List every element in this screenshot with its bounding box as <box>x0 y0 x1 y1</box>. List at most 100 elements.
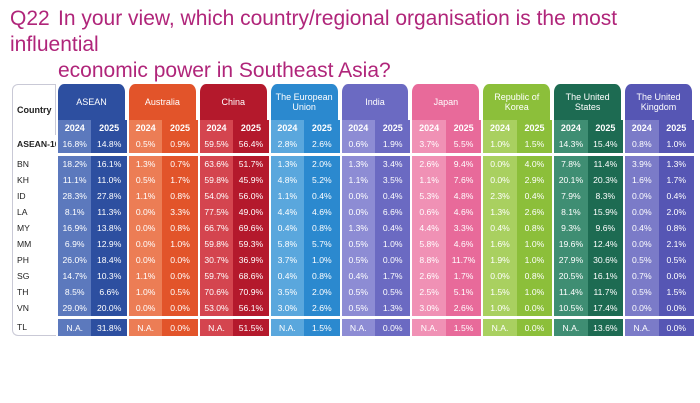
cell-th-the-united-states-2025: 11.7% <box>587 284 624 300</box>
cell-asean-10-republic-of-korea-2025: 1.5% <box>516 135 553 153</box>
row-label-bn: BN <box>12 156 56 172</box>
year-header-china-2025: 2025 <box>233 120 269 135</box>
cell-ph-the-european-union-2024: 3.7% <box>268 252 305 268</box>
cell-sg-india-2025: 1.7% <box>374 268 411 284</box>
cell-la-china-2024: 77.5% <box>197 204 234 220</box>
cell-sg-asean-2024: 14.7% <box>56 268 92 284</box>
year-header-the-united-kingdom-2025: 2025 <box>658 120 694 135</box>
cell-id-the-united-states-2024: 7.9% <box>552 188 588 204</box>
cell-sg-republic-of-korea-2024: 0.0% <box>481 268 517 284</box>
cell-id-republic-of-korea-2024: 2.3% <box>481 188 517 204</box>
cell-th-china-2025: 70.9% <box>233 284 269 300</box>
cell-th-republic-of-korea-2025: 1.0% <box>516 284 553 300</box>
table-row: PH 26.0% 18.4% 0.0% 0.0% 30.7% 36.9% 3.7% 1.0% 0.… <box>12 252 694 268</box>
group-header-republic-of-korea: Republic of Korea <box>481 84 553 120</box>
cell-mm-the-european-union-2025: 5.7% <box>304 236 340 252</box>
cell-kh-the-european-union-2024: 4.8% <box>268 172 305 188</box>
table-row: BN 18.2% 16.1% 1.3% 0.7% 63.6% 51.7% 1.3% 2.0% 1.… <box>12 156 694 172</box>
cell-my-republic-of-korea-2024: 0.4% <box>481 220 517 236</box>
cell-tl-japan-2025: 1.5% <box>445 319 482 336</box>
cell-th-asean-2025: 6.6% <box>91 284 127 300</box>
cell-bn-asean-2025: 16.1% <box>91 156 127 172</box>
cell-vn-japan-2024: 3.0% <box>410 300 446 316</box>
cell-th-the-european-union-2025: 2.0% <box>304 284 340 300</box>
table-row: VN 29.0% 20.0% 0.0% 0.0% 53.0% 56.1% 3.0% 2.6% 0.… <box>12 300 694 316</box>
row-label-my: MY <box>12 220 56 236</box>
cell-bn-republic-of-korea-2024: 0.0% <box>481 156 517 172</box>
year-header-the-united-kingdom-2024: 2024 <box>623 120 659 135</box>
cell-sg-the-united-kingdom-2025: 0.0% <box>658 268 694 284</box>
cell-mm-the-european-union-2024: 5.8% <box>268 236 305 252</box>
cell-th-the-united-kingdom-2025: 1.5% <box>658 284 694 300</box>
cell-mm-the-united-kingdom-2025: 2.1% <box>658 236 694 252</box>
cell-bn-japan-2024: 2.6% <box>410 156 446 172</box>
cell-th-the-united-states-2024: 11.4% <box>552 284 588 300</box>
cell-la-japan-2024: 0.6% <box>410 204 446 220</box>
year-header-the-united-states-2024: 2024 <box>552 120 588 135</box>
year-header-asean-2024: 2024 <box>56 120 92 135</box>
cell-bn-the-european-union-2025: 2.0% <box>304 156 340 172</box>
table-row: MM 6.9% 12.9% 0.0% 1.0% 59.8% 59.3% 5.8% 5.7% 0.5… <box>12 236 694 252</box>
cell-asean-10-india-2024: 0.6% <box>339 135 375 153</box>
table-row: ID 28.3% 27.8% 1.1% 0.8% 54.0% 56.0% 1.1% 0.4% 0.… <box>12 188 694 204</box>
table-row: LA 8.1% 11.3% 0.0% 3.3% 77.5% 49.0% 4.4% 4.6% 0.0… <box>12 204 694 220</box>
cell-asean-10-the-united-kingdom-2025: 1.0% <box>658 135 694 153</box>
cell-bn-asean-2024: 18.2% <box>56 156 92 172</box>
row-label-la: LA <box>12 204 56 220</box>
cell-vn-australia-2025: 0.0% <box>162 300 198 316</box>
cell-sg-japan-2024: 2.6% <box>410 268 446 284</box>
cell-th-japan-2024: 2.5% <box>410 284 446 300</box>
cell-th-asean-2024: 8.5% <box>56 284 92 300</box>
cell-kh-asean-2024: 11.1% <box>56 172 92 188</box>
results-table: Country ASEAN Australia China The European U… <box>12 84 694 336</box>
row-label-kh: KH <box>12 172 56 188</box>
cell-ph-china-2024: 30.7% <box>197 252 234 268</box>
cell-vn-the-united-states-2024: 10.5% <box>552 300 588 316</box>
cell-tl-asean-2025: 31.8% <box>91 319 127 336</box>
year-header-the-european-union-2025: 2025 <box>304 120 340 135</box>
cell-th-australia-2025: 0.5% <box>162 284 198 300</box>
year-header-republic-of-korea-2025: 2025 <box>516 120 553 135</box>
cell-asean-10-china-2025: 56.4% <box>233 135 269 153</box>
cell-la-australia-2025: 3.3% <box>162 204 198 220</box>
cell-kh-india-2024: 1.1% <box>339 172 375 188</box>
group-header-the-united-kingdom: The United Kingdom <box>623 84 694 120</box>
cell-ph-asean-2025: 18.4% <box>91 252 127 268</box>
cell-tl-australia-2025: 0.0% <box>162 319 198 336</box>
cell-id-the-european-union-2024: 1.1% <box>268 188 305 204</box>
cell-mm-china-2025: 59.3% <box>233 236 269 252</box>
cell-bn-the-european-union-2024: 1.3% <box>268 156 305 172</box>
cell-bn-india-2025: 3.4% <box>374 156 411 172</box>
cell-my-the-european-union-2025: 0.8% <box>304 220 340 236</box>
cell-sg-australia-2024: 1.1% <box>126 268 163 284</box>
row-label-ph: PH <box>12 252 56 268</box>
cell-id-india-2024: 0.0% <box>339 188 375 204</box>
cell-id-the-united-kingdom-2024: 0.0% <box>623 188 659 204</box>
cell-bn-the-united-states-2024: 7.8% <box>552 156 588 172</box>
table-row: TH 8.5% 6.6% 1.0% 0.5% 70.6% 70.9% 3.5% 2.0% 0.5%… <box>12 284 694 300</box>
cell-my-the-united-states-2024: 9.3% <box>552 220 588 236</box>
cell-ph-the-united-kingdom-2024: 0.5% <box>623 252 659 268</box>
cell-my-asean-2024: 16.9% <box>56 220 92 236</box>
cell-kh-the-european-union-2025: 5.2% <box>304 172 340 188</box>
cell-id-china-2025: 56.0% <box>233 188 269 204</box>
cell-id-china-2024: 54.0% <box>197 188 234 204</box>
cell-id-the-european-union-2025: 0.4% <box>304 188 340 204</box>
cell-mm-india-2024: 0.5% <box>339 236 375 252</box>
group-header-asean: ASEAN <box>56 84 127 120</box>
cell-la-the-united-states-2024: 8.1% <box>552 204 588 220</box>
cell-kh-japan-2024: 1.1% <box>410 172 446 188</box>
cell-vn-japan-2025: 2.6% <box>445 300 482 316</box>
cell-vn-asean-2024: 29.0% <box>56 300 92 316</box>
cell-kh-australia-2025: 1.7% <box>162 172 198 188</box>
group-header-china: China <box>197 84 269 120</box>
cell-my-india-2025: 0.4% <box>374 220 411 236</box>
cell-vn-the-european-union-2024: 3.0% <box>268 300 305 316</box>
year-header-india-2024: 2024 <box>339 120 375 135</box>
cell-mm-china-2024: 59.8% <box>197 236 234 252</box>
cell-id-republic-of-korea-2025: 0.4% <box>516 188 553 204</box>
cell-mm-japan-2024: 5.8% <box>410 236 446 252</box>
cell-ph-australia-2024: 0.0% <box>126 252 163 268</box>
cell-bn-japan-2025: 9.4% <box>445 156 482 172</box>
cell-tl-india-2025: 0.0% <box>374 319 411 336</box>
